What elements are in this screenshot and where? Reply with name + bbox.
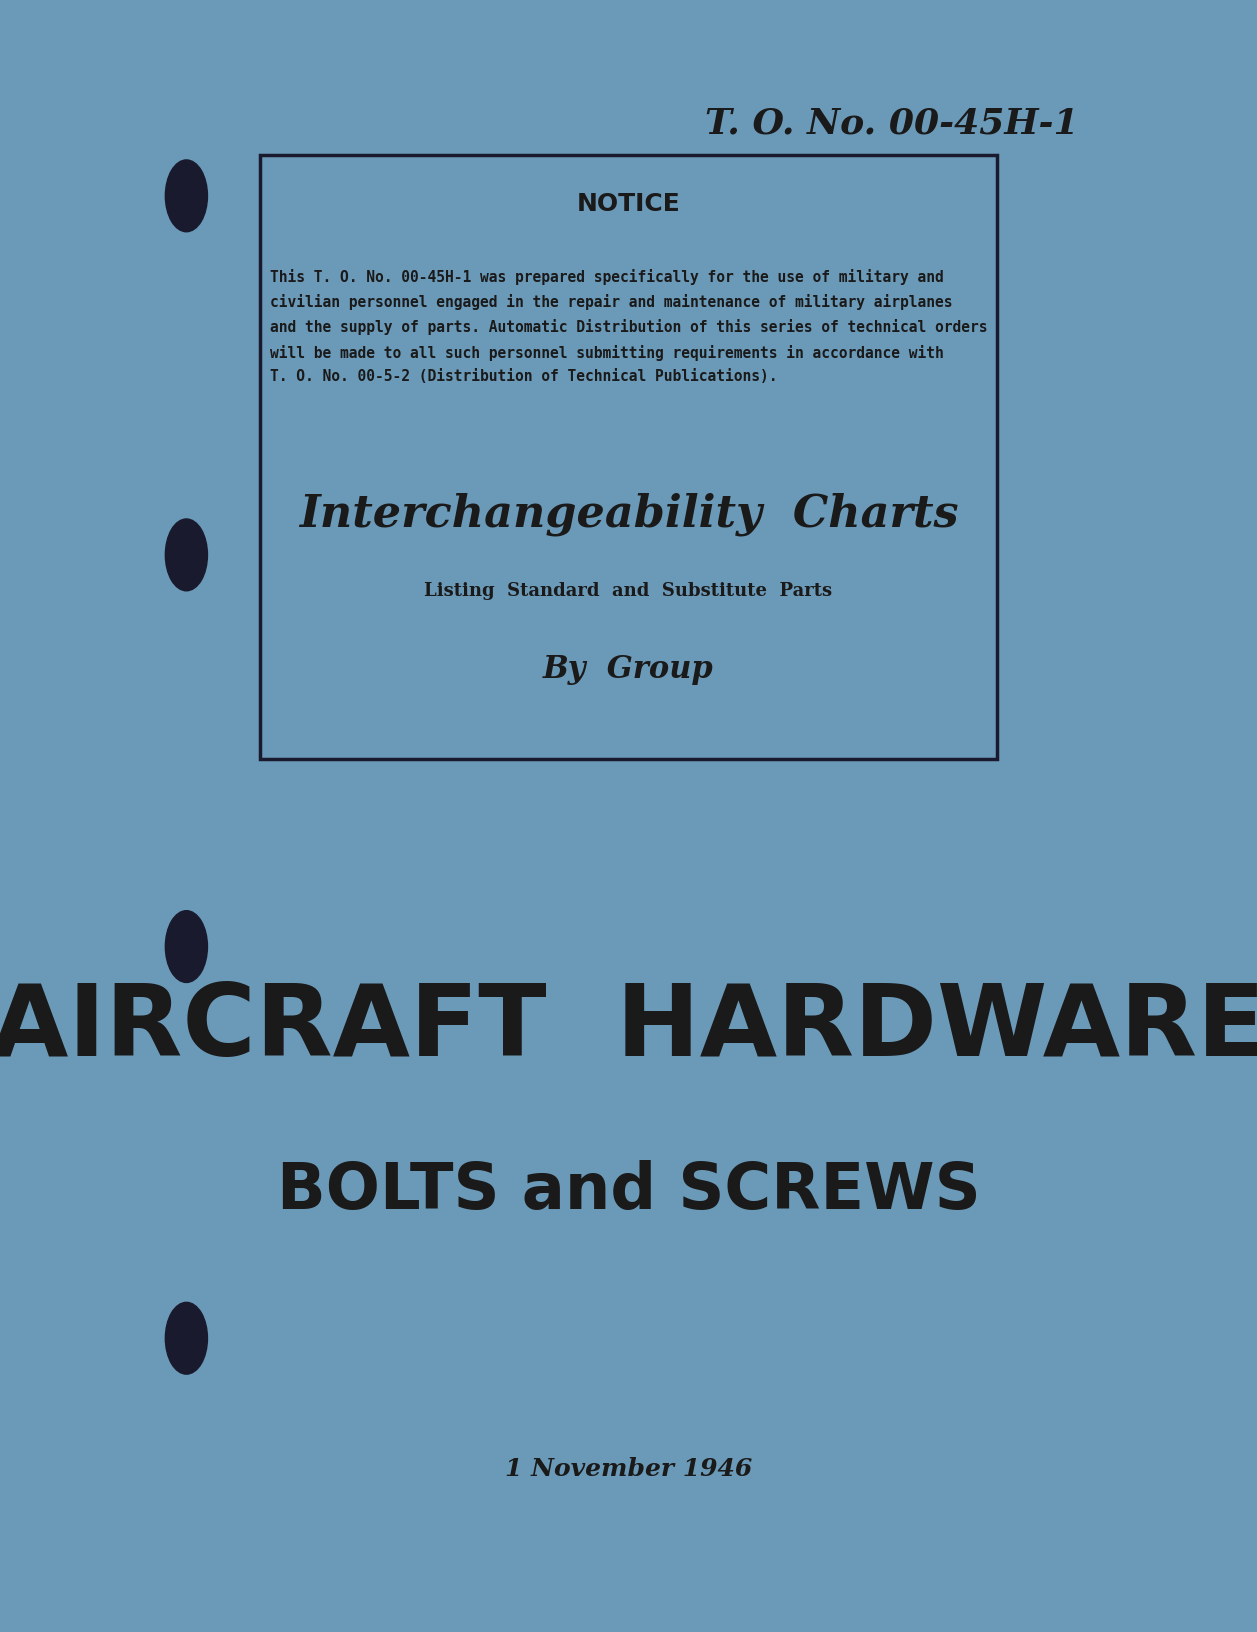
Text: T. O. No. 00-45H-1: T. O. No. 00-45H-1: [705, 106, 1079, 140]
Circle shape: [166, 160, 207, 232]
Circle shape: [166, 519, 207, 591]
Text: By  Group: By Group: [543, 654, 714, 684]
Text: 1 November 1946: 1 November 1946: [505, 1457, 752, 1480]
Text: This T. O. No. 00-45H-1 was prepared specifically for the use of military and
ci: This T. O. No. 00-45H-1 was prepared spe…: [270, 269, 987, 384]
Circle shape: [166, 911, 207, 982]
Text: Interchangeability  Charts: Interchangeability Charts: [299, 493, 958, 535]
Text: BOLTS and SCREWS: BOLTS and SCREWS: [277, 1160, 980, 1222]
Circle shape: [166, 1302, 207, 1374]
Bar: [260, 155, 997, 759]
Text: NOTICE: NOTICE: [577, 193, 680, 215]
Text: AIRCRAFT  HARDWARE: AIRCRAFT HARDWARE: [0, 979, 1257, 1077]
Text: Listing  Standard  and  Substitute  Parts: Listing Standard and Substitute Parts: [425, 581, 832, 601]
